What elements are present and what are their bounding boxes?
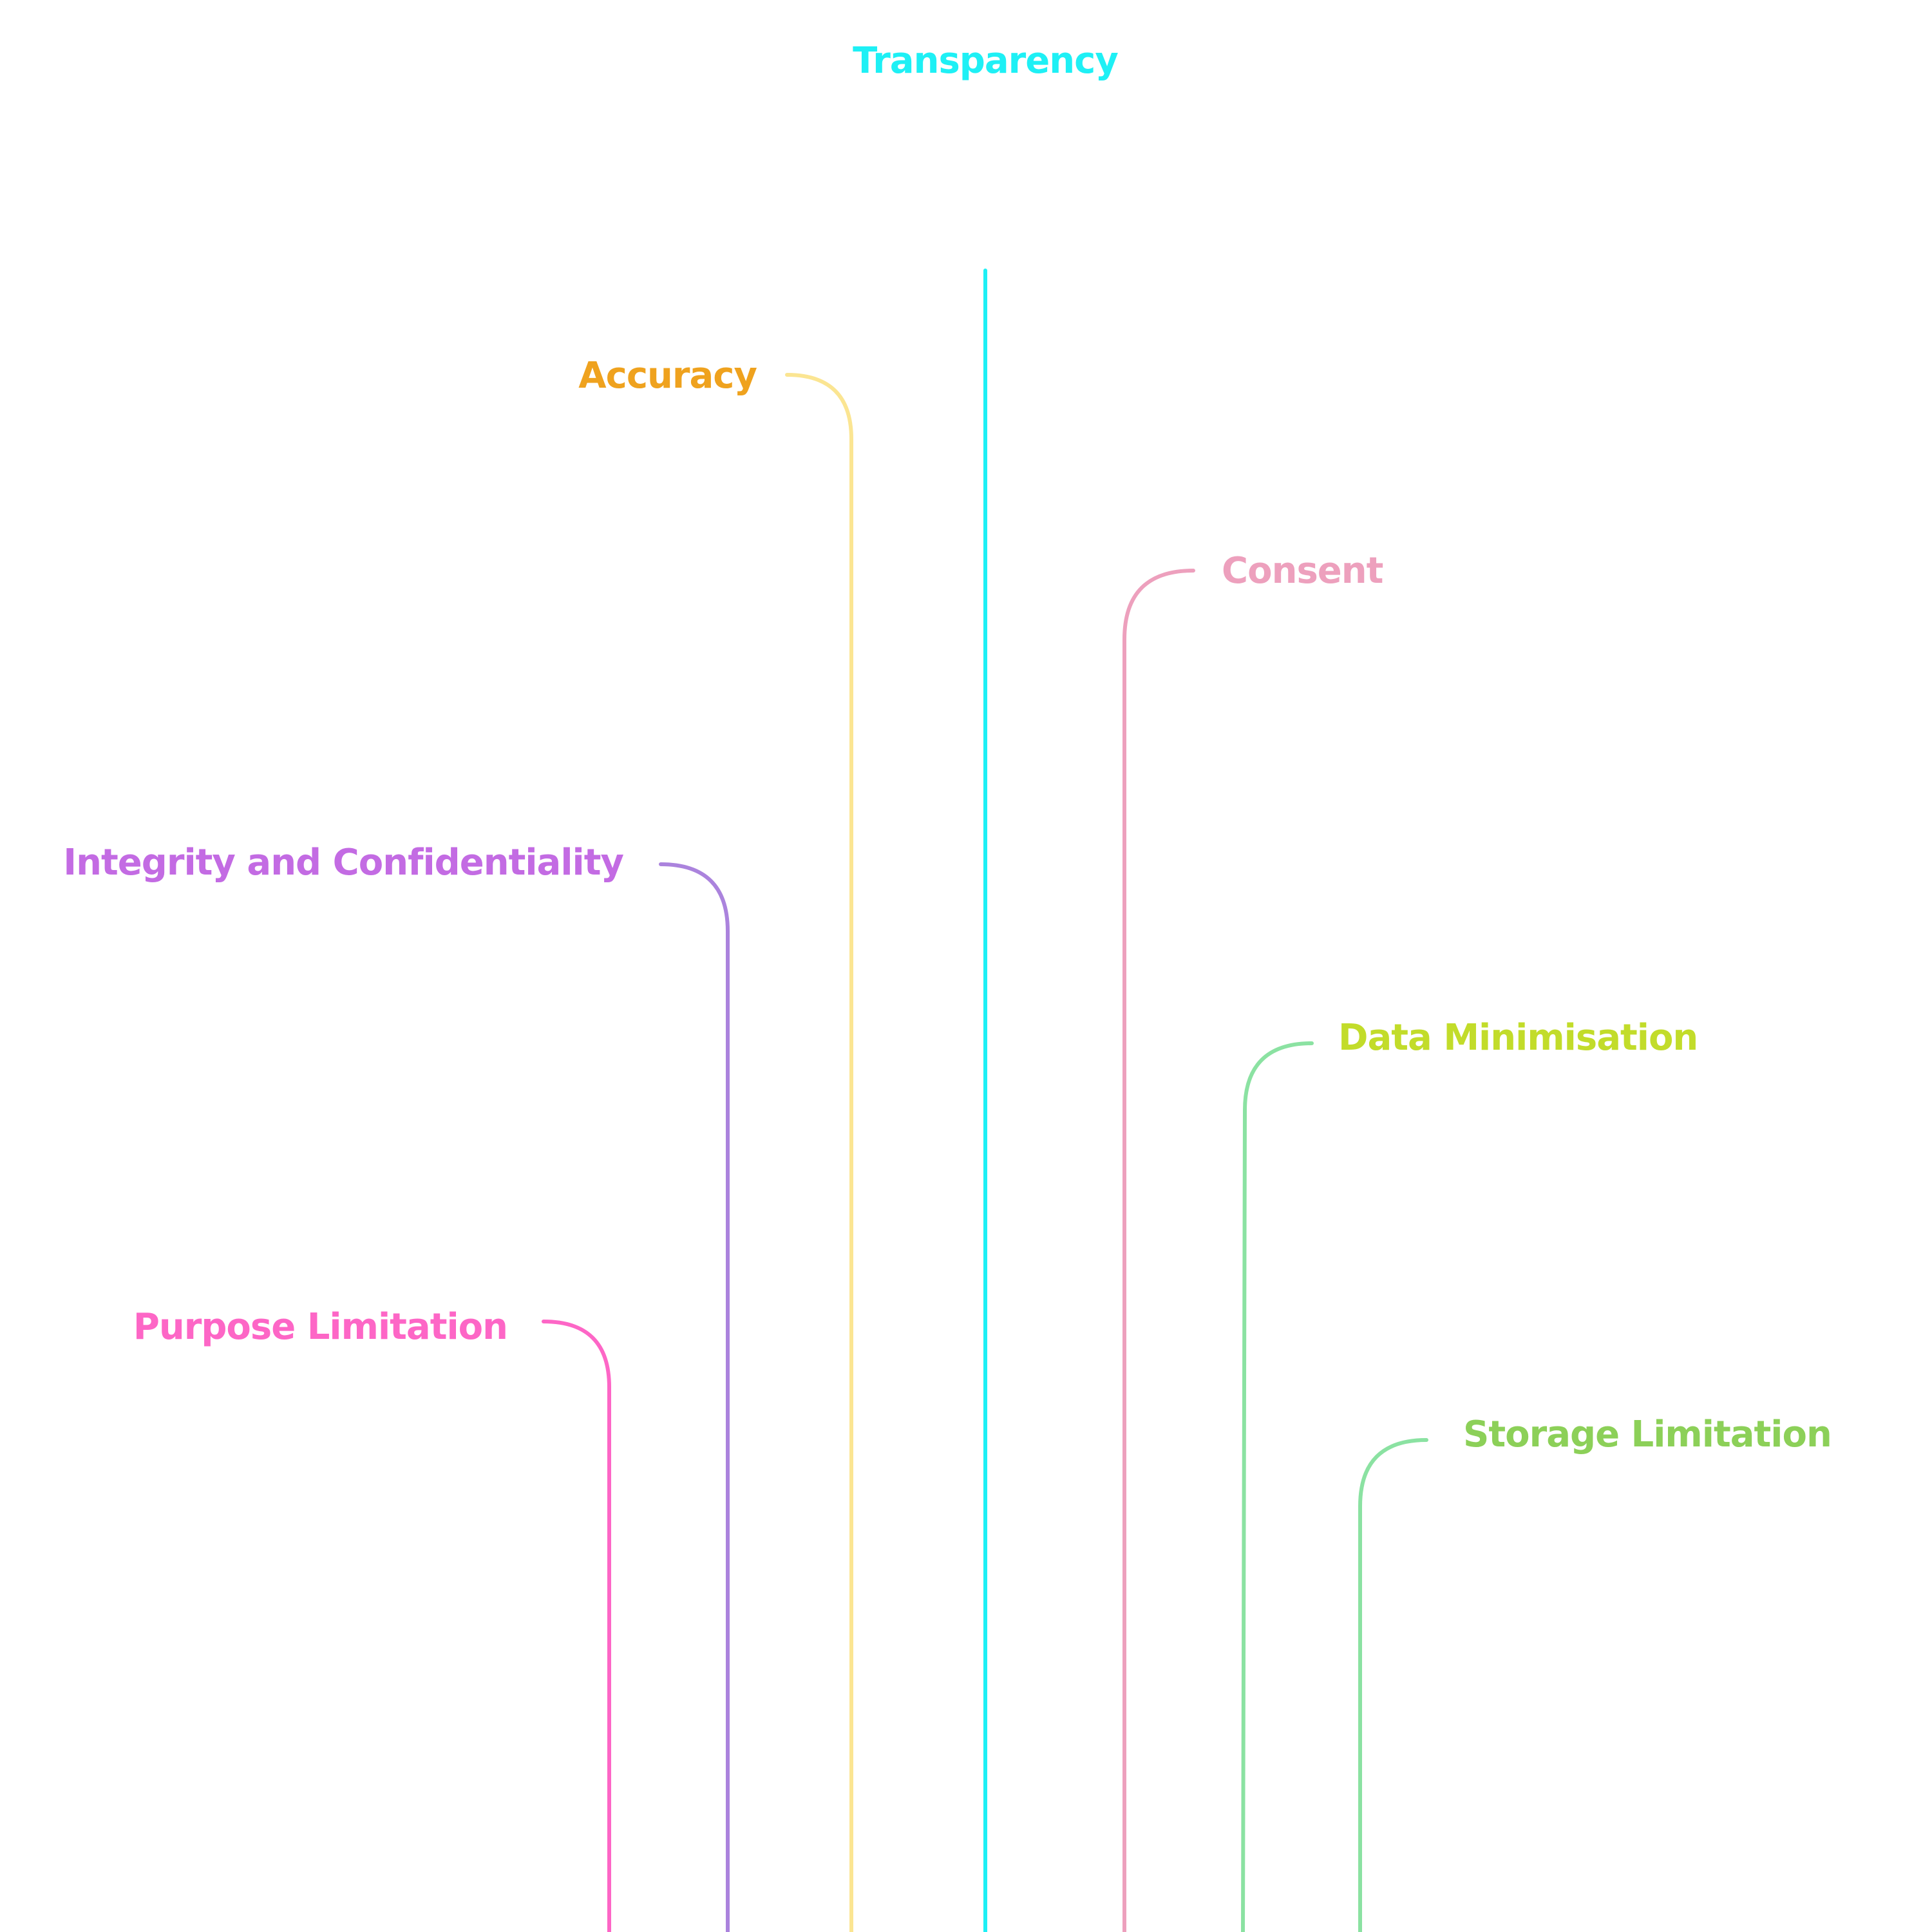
- storage-limitation-label: Storage Limitation: [1463, 1414, 1832, 1455]
- integrity-label: Integrity and Confidentiality: [63, 842, 623, 884]
- purpose-limitation-connector: [542, 1320, 611, 1932]
- accuracy-connector: [785, 373, 853, 1932]
- storage-limitation-connector: [1358, 1438, 1428, 1932]
- consent-connector: [1122, 569, 1195, 1932]
- data-minimisation-label: Data Minimisation: [1338, 1017, 1698, 1059]
- accuracy-label: Accuracy: [578, 355, 757, 397]
- purpose-limitation-label: Purpose Limitation: [133, 1306, 507, 1348]
- consent-label: Consent: [1222, 550, 1383, 592]
- data-minimisation-connector: [1241, 1041, 1314, 1932]
- integrity-connector: [659, 862, 730, 1932]
- transparency-label: Transparency: [853, 40, 1118, 82]
